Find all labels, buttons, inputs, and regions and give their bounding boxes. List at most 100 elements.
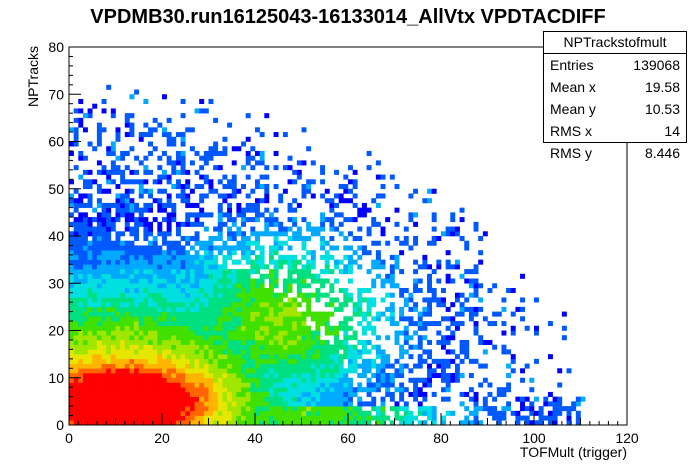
heatmap-cell bbox=[171, 382, 177, 388]
heatmap-cell bbox=[227, 358, 233, 364]
heatmap-cell bbox=[250, 188, 256, 194]
heatmap-cell bbox=[473, 330, 479, 336]
heatmap-cell bbox=[306, 236, 312, 242]
heatmap-cell bbox=[408, 354, 414, 360]
heatmap-cell bbox=[236, 339, 242, 345]
heatmap-cell bbox=[69, 264, 74, 270]
heatmap-cell bbox=[152, 297, 158, 303]
heatmap-cell bbox=[124, 113, 130, 119]
heatmap-cell bbox=[138, 193, 144, 199]
heatmap-cell bbox=[208, 254, 214, 260]
stats-row-rms-x: RMS x 14 bbox=[544, 120, 686, 142]
heatmap-cell bbox=[217, 283, 223, 289]
heatmap-cell bbox=[459, 306, 465, 312]
heatmap-cell bbox=[134, 231, 140, 237]
heatmap-cell bbox=[268, 420, 274, 426]
heatmap-cell bbox=[217, 165, 223, 171]
heatmap-cell bbox=[385, 217, 391, 223]
heatmap-cell bbox=[124, 273, 130, 279]
heatmap-cell bbox=[431, 240, 437, 246]
heatmap-cell bbox=[278, 302, 284, 308]
heatmap-cell bbox=[352, 250, 358, 256]
heatmap-cell bbox=[278, 354, 284, 360]
heatmap-cell bbox=[557, 368, 563, 374]
heatmap-cell bbox=[106, 311, 112, 317]
heatmap-cell bbox=[422, 259, 428, 265]
heatmap-cell bbox=[101, 169, 107, 175]
heatmap-cell bbox=[73, 127, 79, 133]
heatmap-cell bbox=[87, 302, 93, 308]
heatmap-cell bbox=[329, 311, 335, 317]
heatmap-cell bbox=[352, 259, 358, 265]
heatmap-cell bbox=[236, 273, 242, 279]
heatmap-cell bbox=[292, 358, 298, 364]
heatmap-cell bbox=[69, 396, 74, 402]
heatmap-cell bbox=[227, 193, 233, 199]
heatmap-cell bbox=[334, 344, 339, 350]
y-tick-label: 60 bbox=[48, 134, 64, 150]
heatmap-cell bbox=[236, 212, 242, 218]
heatmap-cell bbox=[282, 302, 288, 308]
heatmap-cell bbox=[166, 259, 172, 265]
heatmap-cell bbox=[78, 221, 84, 227]
heatmap-cell bbox=[241, 306, 246, 312]
heatmap-cell bbox=[101, 212, 107, 218]
heatmap-cell bbox=[310, 373, 316, 379]
heatmap-cell bbox=[245, 306, 251, 312]
heatmap-cell bbox=[157, 406, 163, 412]
heatmap-cell bbox=[459, 311, 465, 317]
heatmap-cell bbox=[157, 273, 163, 279]
heatmap-cell bbox=[152, 240, 158, 246]
heatmap-cell bbox=[385, 377, 391, 383]
heatmap-cell bbox=[157, 264, 163, 270]
heatmap-cell bbox=[69, 358, 74, 364]
heatmap-cell bbox=[343, 174, 349, 180]
heatmap-cell bbox=[287, 207, 293, 213]
heatmap-cell bbox=[213, 387, 219, 393]
heatmap-cell bbox=[120, 278, 126, 284]
x-tick-label: 20 bbox=[154, 430, 170, 446]
heatmap-cell bbox=[561, 335, 567, 341]
heatmap-cell bbox=[82, 212, 88, 218]
heatmap-cell bbox=[124, 117, 130, 123]
heatmap-cell bbox=[134, 354, 140, 360]
heatmap-cell bbox=[501, 349, 507, 355]
heatmap-cell bbox=[399, 420, 405, 426]
heatmap-cell bbox=[227, 217, 233, 223]
heatmap-cell bbox=[189, 287, 195, 293]
heatmap-cell bbox=[268, 377, 274, 383]
heatmap-cell bbox=[445, 373, 451, 379]
heatmap-cell bbox=[296, 259, 302, 265]
heatmap-cell bbox=[82, 240, 88, 246]
heatmap-cell bbox=[292, 349, 298, 355]
heatmap-cell bbox=[394, 358, 400, 364]
heatmap-cell bbox=[278, 330, 284, 336]
heatmap-cell bbox=[334, 245, 339, 251]
heatmap-cell bbox=[292, 415, 298, 421]
heatmap-cell bbox=[306, 335, 312, 341]
heatmap-cell bbox=[110, 150, 116, 156]
heatmap-cell bbox=[422, 306, 428, 312]
heatmap-cell bbox=[287, 415, 293, 421]
heatmap-cell bbox=[403, 410, 409, 416]
heatmap-cell bbox=[245, 387, 251, 393]
heatmap-cell bbox=[255, 259, 260, 265]
heatmap-cell bbox=[575, 410, 581, 416]
heatmap-cell bbox=[357, 287, 363, 293]
heatmap-cell bbox=[306, 146, 312, 152]
heatmap-cell bbox=[217, 410, 223, 416]
heatmap-cell bbox=[101, 344, 107, 350]
heatmap-cell bbox=[441, 297, 446, 303]
heatmap-cell bbox=[361, 387, 367, 393]
heatmap-cell bbox=[217, 339, 223, 345]
heatmap-cell bbox=[236, 259, 242, 265]
heatmap-cell bbox=[217, 330, 223, 336]
heatmap-cell bbox=[403, 406, 409, 412]
heatmap-cell bbox=[375, 174, 381, 180]
heatmap-cell bbox=[217, 335, 223, 341]
heatmap-cell bbox=[241, 231, 246, 237]
heatmap-cell bbox=[152, 410, 158, 416]
heatmap-cell bbox=[180, 349, 186, 355]
heatmap-cell bbox=[87, 231, 93, 237]
heatmap-cell bbox=[259, 287, 265, 293]
